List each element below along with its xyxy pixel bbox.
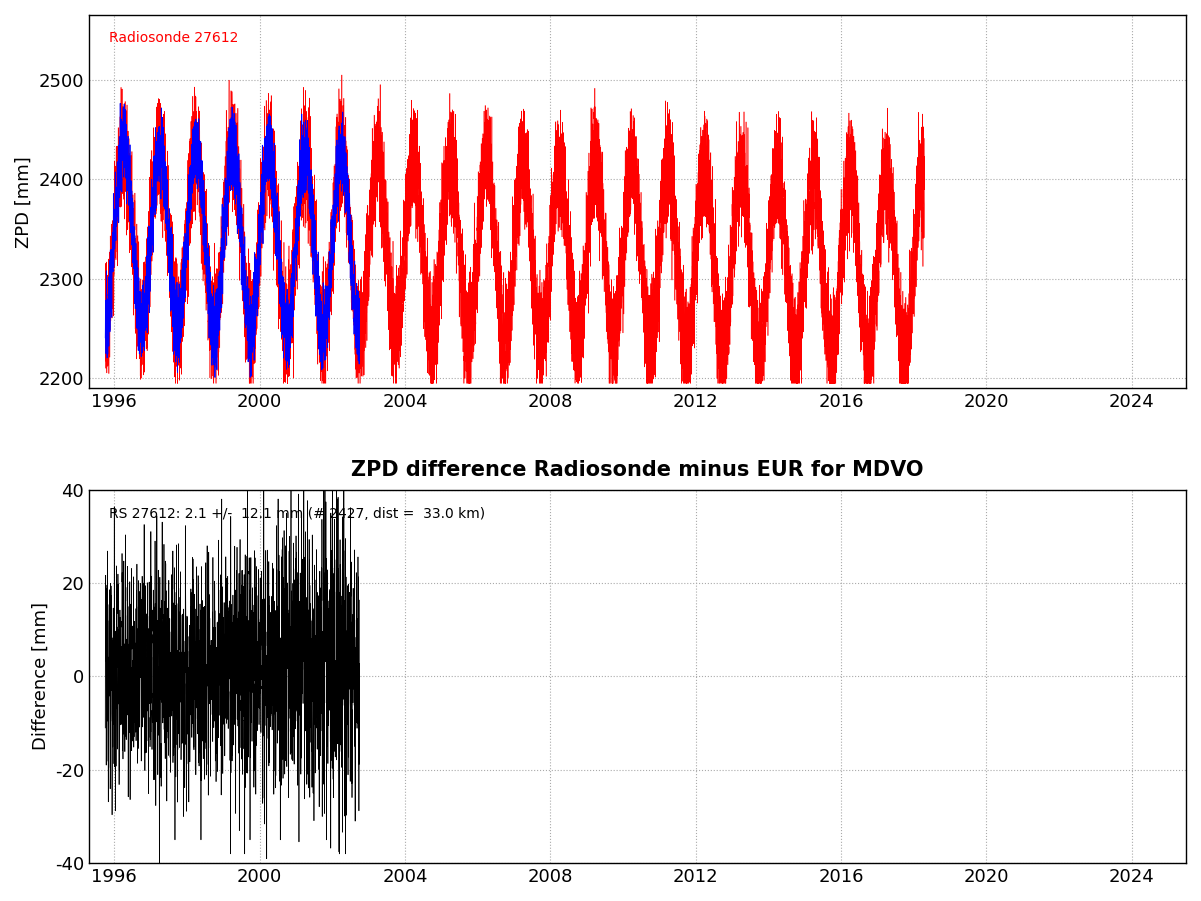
Title: ZPD difference Radiosonde minus EUR for MDVO: ZPD difference Radiosonde minus EUR for … xyxy=(351,460,924,480)
Text: ZPD time series for MDVO: ZPD time series for MDVO xyxy=(602,0,915,4)
Y-axis label: ZPD [mm]: ZPD [mm] xyxy=(14,156,32,248)
Text: Radiosonde and: Radiosonde and xyxy=(359,0,555,4)
Text: RS 27612: 2.1 +/-  12.1 mm (# 2427, dist =  33.0 km): RS 27612: 2.1 +/- 12.1 mm (# 2427, dist … xyxy=(109,506,485,521)
Text: Radiosonde 27612: Radiosonde 27612 xyxy=(109,31,238,45)
Y-axis label: Difference [mm]: Difference [mm] xyxy=(31,603,49,751)
Text: EUR: EUR xyxy=(555,0,602,4)
